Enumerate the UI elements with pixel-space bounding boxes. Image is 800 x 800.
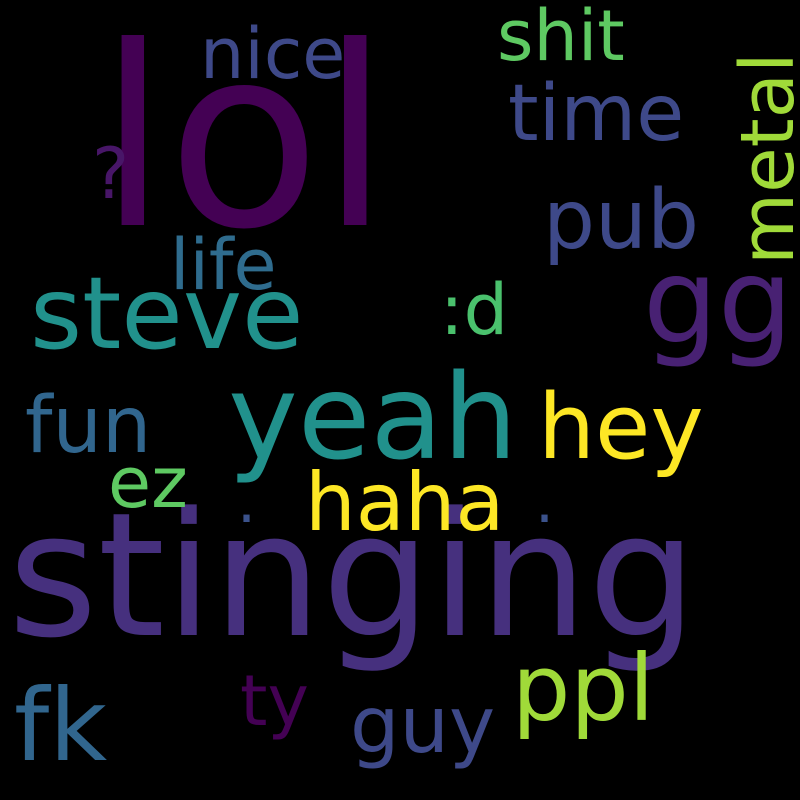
word-fun: fun <box>25 381 151 471</box>
word-ty: ty <box>240 660 309 742</box>
word-lol: lol <box>98 0 390 284</box>
word-guy: guy <box>350 681 495 771</box>
word-colon-d: :d <box>440 269 508 351</box>
word-hey: hey <box>538 375 704 480</box>
word-ez: ez <box>108 442 188 524</box>
word-stinging: stinging <box>8 475 697 676</box>
word-nice: nice <box>200 13 345 95</box>
word-ppl: ppl <box>512 635 654 742</box>
word-time: time <box>508 69 684 159</box>
word-gg: gg <box>643 232 793 370</box>
word-question: ? <box>92 133 129 215</box>
word-metal: metal <box>725 52 800 265</box>
word-fk: fk <box>14 667 107 784</box>
word-life: life <box>170 224 277 306</box>
word-haha: haha <box>305 456 504 549</box>
word-yeah: yeah <box>228 348 518 486</box>
word-steve: steve <box>30 255 304 372</box>
word-pub: pub <box>543 173 699 268</box>
word-dot-1: . <box>237 467 256 537</box>
word-shit: shit <box>497 0 625 77</box>
word-dot-2: . <box>535 467 554 537</box>
